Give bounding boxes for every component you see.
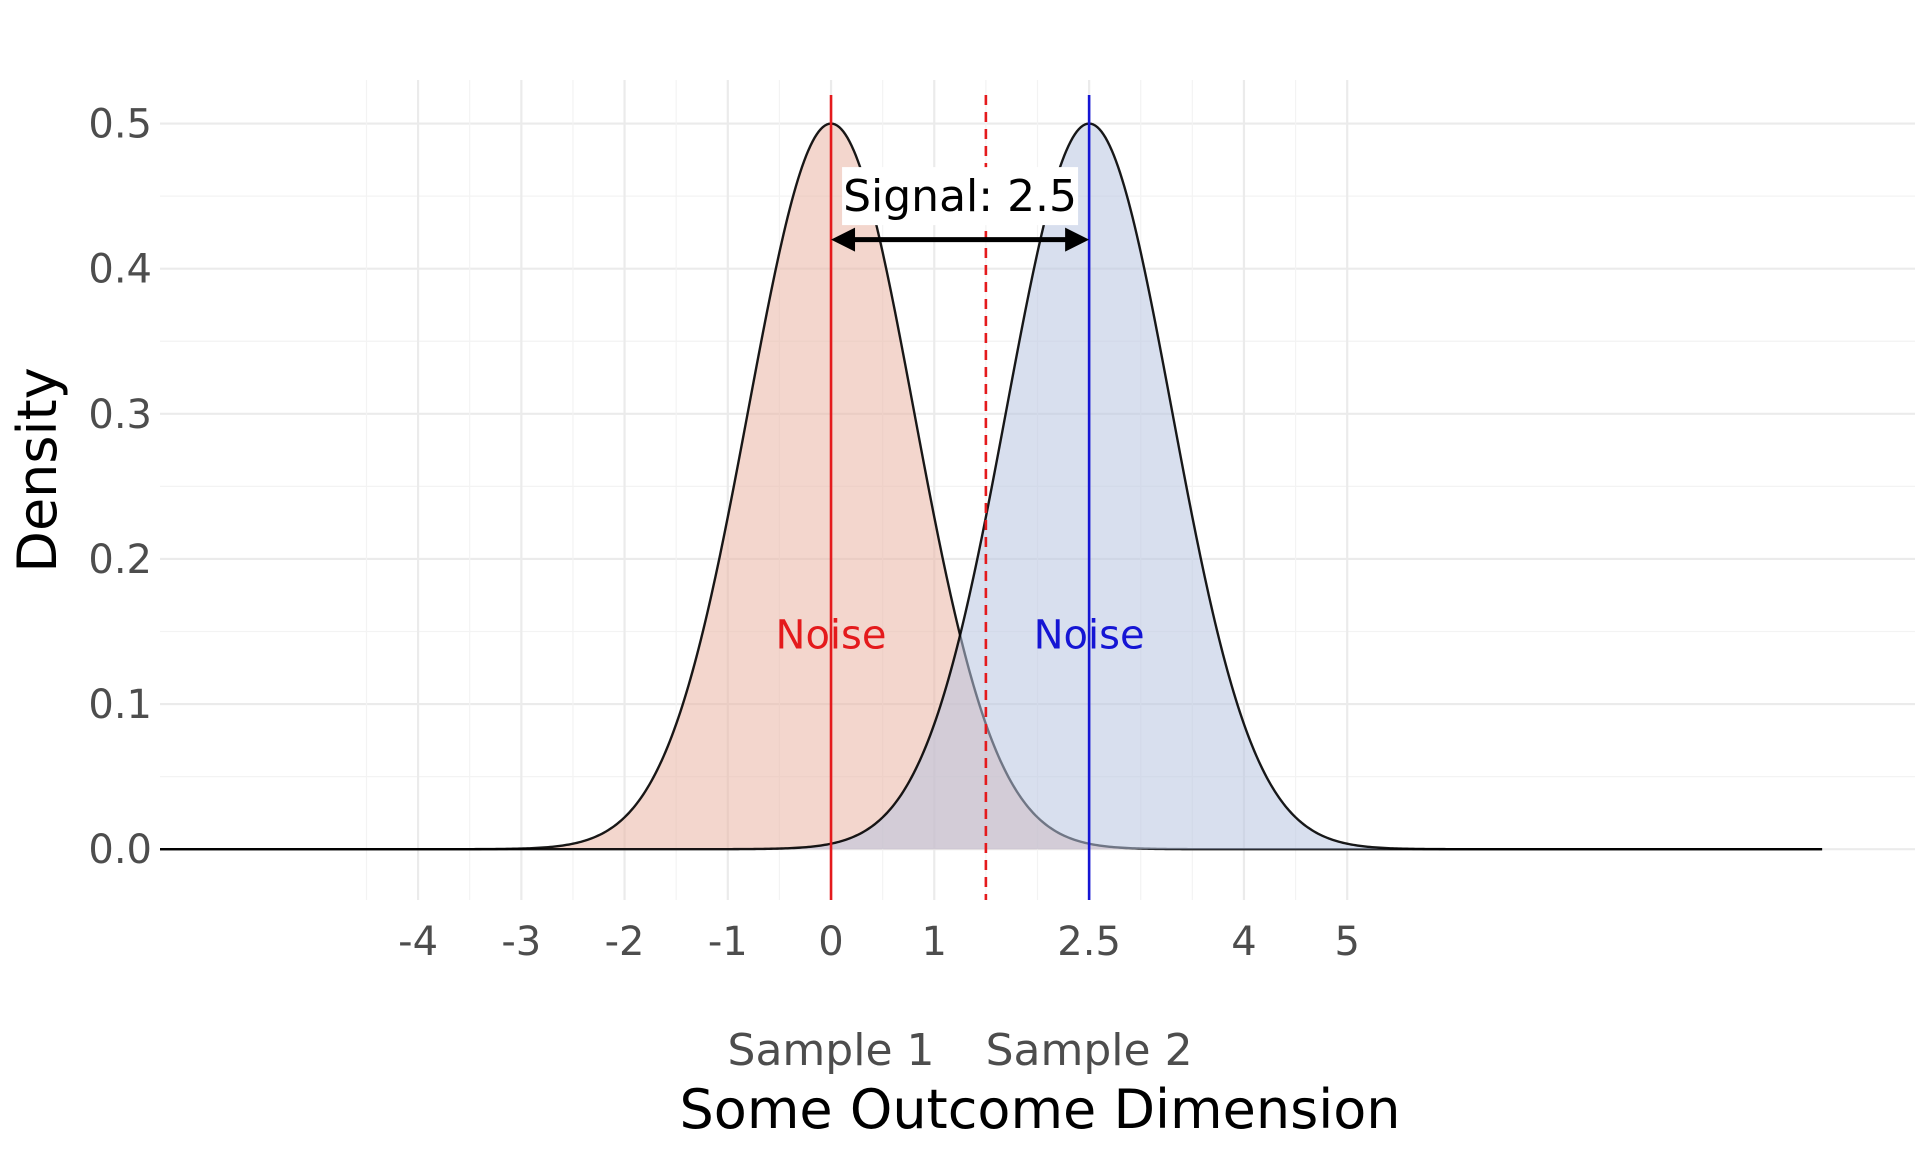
x-axis-title: Some Outcome Dimension — [680, 1078, 1401, 1141]
noise-label-1: Noise — [776, 612, 887, 658]
density-curve-2 — [160, 122, 1823, 851]
x-tick-label: -1 — [708, 919, 748, 965]
signal-label: Signal: 2.5 — [843, 171, 1077, 222]
density-areas — [160, 122, 1823, 851]
signal-arrow-head-left — [831, 227, 856, 252]
x-tick-label: 0 — [818, 919, 843, 965]
mean-lines — [829, 95, 1091, 900]
sample-label: Sample 2 — [986, 1025, 1193, 1076]
sample-labels: Sample 1 Sample 2 — [728, 1025, 1193, 1076]
x-tick-label: 1 — [922, 919, 947, 965]
x-tick-label: -4 — [398, 919, 438, 965]
y-tick-label: 0.0 — [88, 827, 152, 873]
signal-label-background — [842, 167, 1079, 226]
noise-label-2: Noise — [1034, 612, 1145, 658]
signal-annotation: Signal: 2.5 — [831, 167, 1090, 252]
noise-labels: Noise Noise — [776, 612, 1145, 658]
x-tick-label: 5 — [1334, 919, 1359, 965]
x-tick-labels: -4 -3 -2 -1 0 1 2.5 4 5 — [398, 919, 1360, 965]
y-tick-label: 0.1 — [88, 682, 152, 728]
x-tick-label: -3 — [501, 919, 541, 965]
y-tick-label: 0.4 — [88, 247, 152, 293]
y-tick-label: 0.3 — [88, 392, 152, 438]
y-tick-labels: 0.0 0.1 0.2 0.3 0.4 0.5 — [88, 102, 152, 874]
y-axis-title: Density — [6, 367, 69, 572]
signal-arrow-head-right — [1065, 227, 1090, 252]
x-tick-label: 4 — [1231, 919, 1256, 965]
x-tick-label: -2 — [605, 919, 645, 965]
density-fill-2 — [160, 123, 1823, 850]
x-tick-label: 2.5 — [1057, 919, 1121, 965]
y-tick-label: 0.2 — [88, 537, 152, 583]
sample-label: Sample 1 — [728, 1025, 935, 1076]
y-tick-label: 0.5 — [88, 102, 152, 148]
